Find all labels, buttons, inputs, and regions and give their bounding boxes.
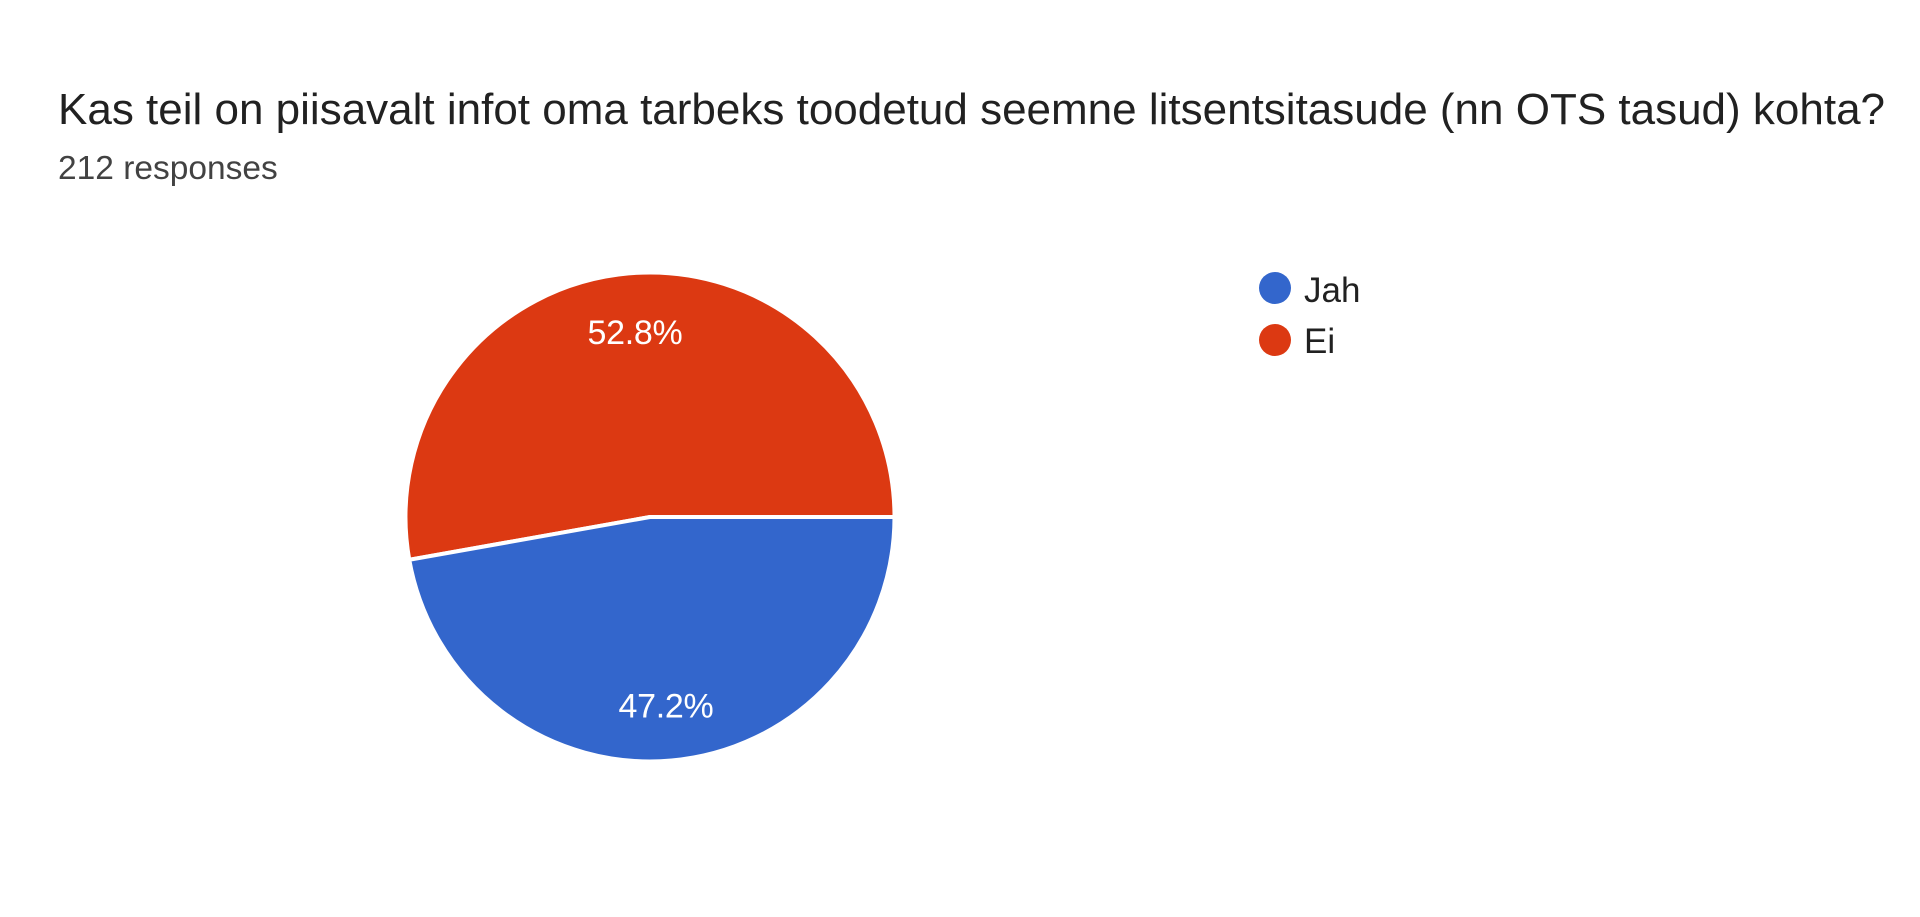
svg-text:52.8%: 52.8% <box>588 314 683 352</box>
svg-text:Ei: Ei <box>1304 322 1335 361</box>
svg-text:Jah: Jah <box>1304 271 1360 310</box>
svg-text:47.2%: 47.2% <box>619 688 714 726</box>
